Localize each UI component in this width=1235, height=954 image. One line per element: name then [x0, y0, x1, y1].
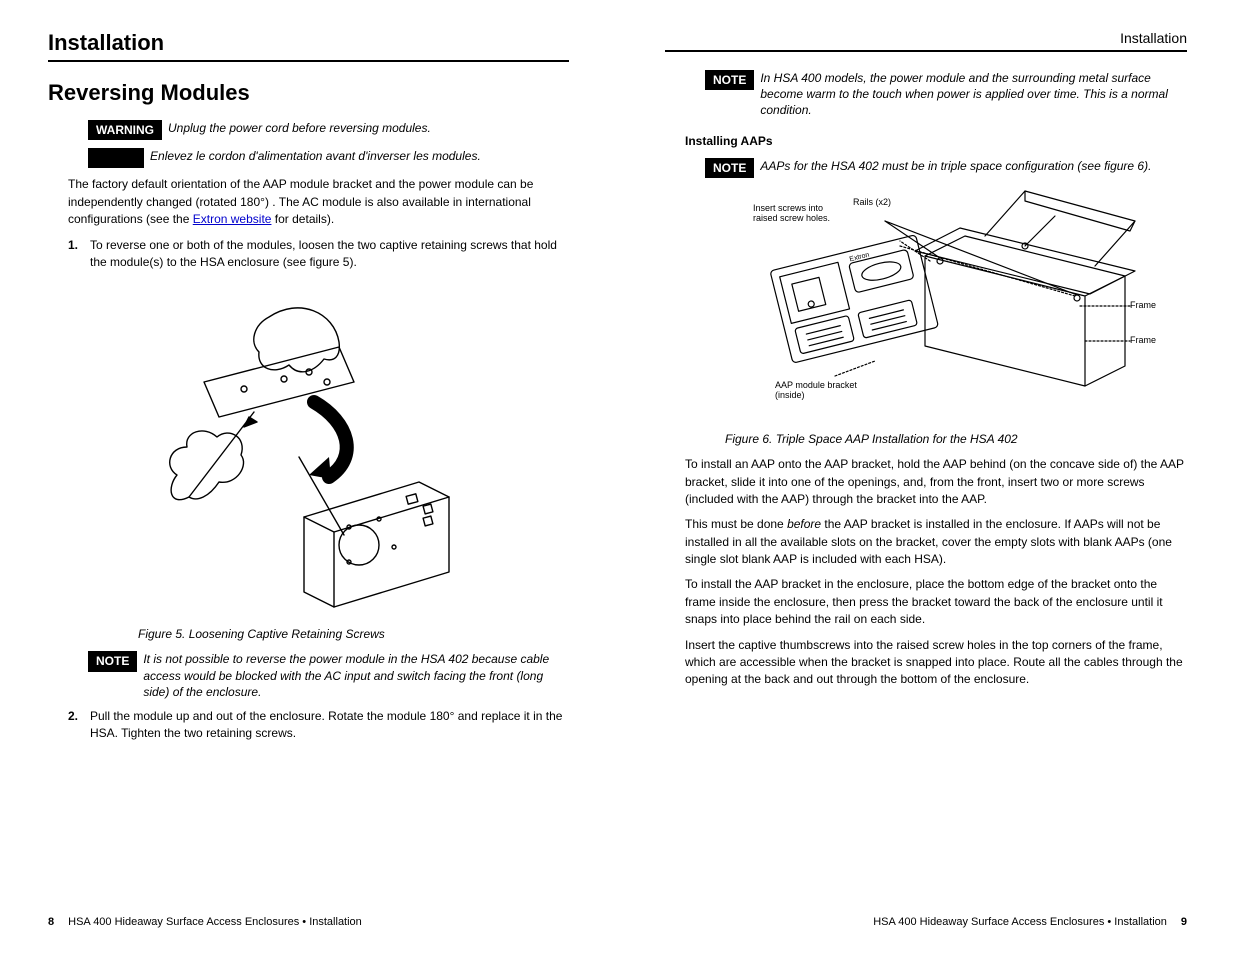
footer-text-left: HSA 400 Hideaway Surface Access Enclosur…	[68, 916, 362, 928]
note-badge-2: NOTE	[705, 158, 754, 178]
label-frame-1: Frame	[1130, 301, 1156, 311]
warning-row-en: WARNING Unplug the power cord before rev…	[88, 120, 569, 140]
step-2-text: Pull the module up and out of the enclos…	[90, 708, 569, 743]
note-text-top: In HSA 400 models, the power module and …	[760, 70, 1187, 119]
warning-badge: WARNING	[88, 120, 162, 140]
step-2: 2. Pull the module up and out of the enc…	[68, 708, 569, 743]
para-1: To install an AAP onto the AAP bracket, …	[685, 456, 1187, 508]
label-screws: Insert screws into raised screw holes.	[753, 204, 843, 224]
step-1-num: 1.	[68, 237, 90, 272]
warning-text-en: Unplug the power cord before reversing m…	[168, 120, 569, 136]
page-num-left: 8	[48, 916, 54, 928]
note-badge-1: NOTE	[88, 651, 137, 671]
header-title: Installation	[48, 30, 164, 56]
note-row-1: NOTE It is not possible to reverse the p…	[88, 651, 569, 700]
step-2-num: 2.	[68, 708, 90, 743]
page-num-right: 9	[1181, 916, 1187, 928]
warning-row-fr: Enlevez le cordon d'alimentation avant d…	[88, 148, 569, 168]
para-4: Insert the captive thumbscrews into the …	[685, 637, 1187, 689]
warning-badge-fr	[88, 148, 144, 168]
figure-6-wrap: Extron Insert screws into raised screw h…	[725, 186, 1145, 426]
page-right: Installation NOTE In HSA 400 models, the…	[617, 0, 1235, 954]
note-row-top: NOTE In HSA 400 models, the power module…	[705, 70, 1187, 119]
para-2b: before	[787, 517, 821, 531]
header-left: Installation	[48, 30, 569, 62]
label-bracket: AAP module bracket (inside)	[775, 381, 865, 401]
label-frame-2: Frame	[1130, 336, 1156, 346]
note-text-1: It is not possible to reverse the power …	[143, 651, 569, 700]
intro-text: The factory default orientation of the A…	[68, 176, 569, 228]
para-2a: This must be done	[685, 517, 787, 531]
note-row-2: NOTE AAPs for the HSA 402 must be in tri…	[705, 158, 1187, 178]
para-3: To install the AAP bracket in the enclos…	[685, 576, 1187, 628]
step-2a: Pull the module up and out of the enclos…	[90, 709, 325, 723]
para-2: This must be done before the AAP bracket…	[685, 516, 1187, 568]
section-title: Reversing Modules	[48, 80, 569, 106]
subsection-title: Installing AAPs	[685, 133, 1187, 150]
footer-text-right: HSA 400 Hideaway Surface Access Enclosur…	[873, 916, 1167, 928]
figure-5-caption: Figure 5. Loosening Captive Retaining Sc…	[138, 627, 569, 641]
figure-5	[149, 287, 469, 617]
intro-after: for details).	[275, 212, 334, 226]
label-rails: Rails (x2)	[853, 198, 891, 208]
header-sub-r: Installation	[1120, 30, 1187, 46]
warning-text-fr: Enlevez le cordon d'alimentation avant d…	[150, 148, 569, 164]
footer-left: 8 HSA 400 Hideaway Surface Access Enclos…	[48, 916, 362, 928]
page-left: Installation Reversing Modules WARNING U…	[0, 0, 617, 954]
extron-link[interactable]: Extron website	[193, 212, 272, 226]
figure-6-caption: Figure 6. Triple Space AAP Installation …	[725, 432, 1187, 446]
footer-right: 9 HSA 400 Hideaway Surface Access Enclos…	[873, 916, 1187, 928]
header-right: Installation	[665, 30, 1187, 52]
step-1-text: To reverse one or both of the modules, l…	[90, 237, 569, 272]
note-badge-top: NOTE	[705, 70, 754, 90]
step-1: 1. To reverse one or both of the modules…	[68, 237, 569, 272]
note-text-2: AAPs for the HSA 402 must be in triple s…	[760, 158, 1187, 174]
